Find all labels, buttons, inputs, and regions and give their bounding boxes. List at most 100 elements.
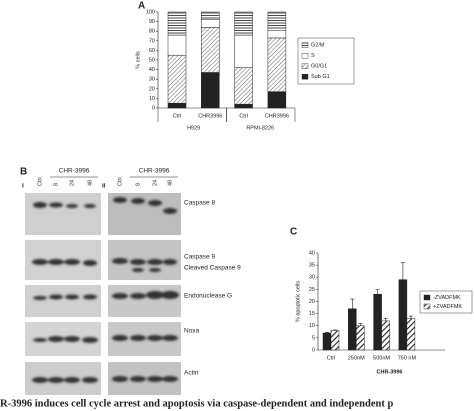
y-tick-label: 25 [309, 287, 315, 293]
subpanel-label: i [22, 183, 24, 190]
x-tick-label: 500nM [373, 355, 390, 361]
error-bar [358, 323, 363, 326]
y-tick-label: 60 [149, 48, 155, 54]
y-axis-label: % apoptotic cells [295, 281, 301, 323]
bar [356, 325, 365, 351]
bar-segment [234, 34, 253, 68]
y-tick-label: 70 [149, 38, 155, 44]
y-tick-label: 35 [309, 263, 315, 269]
x-tick-label: Ctrl [327, 355, 336, 361]
bar-segment [167, 34, 187, 56]
legend-label: -ZVADFMK [433, 295, 461, 301]
y-axis-label: % cells [135, 51, 141, 69]
x-tick-label: CHR3996 [265, 113, 289, 119]
legend-label: +ZVADFMK [433, 304, 462, 310]
error-bar [375, 289, 380, 295]
y-tick-label: 40 [309, 250, 315, 256]
y-tick-label: 30 [309, 275, 315, 281]
panel-label: B [20, 167, 27, 178]
y-tick-label: 20 [309, 299, 315, 305]
protein-label: Caspase 9 [184, 254, 215, 261]
bar-segment [234, 67, 253, 105]
bar-segment [167, 11, 187, 36]
x-axis-label: CHR-3996 [377, 369, 403, 375]
treatment-label: CHR-3996 [59, 168, 90, 175]
group-bracket [226, 108, 296, 122]
group-label: RPMI-8226 [246, 125, 274, 131]
y-tick-label: 10 [309, 323, 315, 329]
lane-label: 48 [87, 180, 93, 186]
bar-segment [201, 19, 220, 28]
lane-label: Ctrl [117, 177, 123, 186]
bar-segment [267, 91, 287, 109]
legend-label: S [311, 53, 315, 59]
bar-segment [167, 54, 187, 104]
y-tick-label: 30 [149, 77, 155, 83]
lane-label: Ctrl [37, 177, 43, 186]
error-bar [400, 262, 405, 280]
lane-label: 8 [53, 183, 59, 186]
bar-segment [267, 11, 287, 31]
y-tick-label: 90 [149, 19, 155, 25]
legend-label: Sub G1 [311, 74, 330, 80]
bar-segment [201, 27, 220, 73]
legend-label: G0/G1 [311, 64, 327, 70]
legend-box [419, 290, 473, 314]
bar-segment [267, 37, 287, 92]
bar [373, 293, 382, 351]
x-tick-label: 250nM [348, 355, 365, 361]
x-tick-label: 750 nM [398, 355, 417, 361]
legend-swatch [301, 53, 309, 59]
y-tick-label: 100 [146, 9, 155, 15]
group-label: H929 [187, 125, 200, 131]
lane-label: 24 [152, 180, 158, 186]
blots [25, 176, 181, 395]
y-tick-label: 0 [152, 105, 155, 111]
bar [406, 318, 416, 351]
legend-swatch [301, 42, 309, 48]
y-tick-label: 5 [312, 335, 315, 341]
protein-label: Actin [184, 370, 199, 377]
legend-swatch [301, 63, 309, 69]
bar [398, 279, 408, 351]
x-tick-label: Ctrl [239, 113, 248, 119]
error-bar [383, 318, 388, 321]
bar-segment [267, 29, 287, 39]
legend-label: G2/M [311, 43, 325, 49]
bar-segment [234, 103, 253, 109]
bar-segment [234, 11, 253, 36]
lane-label: 24 [69, 180, 75, 186]
error-bar [408, 315, 413, 319]
bar-segment [201, 11, 220, 20]
y-tick-label: 10 [149, 96, 155, 102]
bar [348, 308, 357, 351]
legend-swatch [423, 303, 431, 310]
lane-label: 8 [135, 183, 141, 186]
y-tick-label: 20 [149, 86, 155, 92]
subpanel-label: ii [102, 183, 106, 190]
error-bar [325, 331, 329, 334]
lane-label: 48 [167, 180, 173, 186]
protein-label: Cleaved Caspase 9 [184, 265, 241, 272]
protein-label: Noxa [184, 328, 200, 335]
y-tick-label: 15 [309, 311, 315, 317]
panel-label: C [290, 227, 297, 238]
protein-label: Caspase 8 [184, 200, 215, 207]
bar-segment [201, 72, 220, 109]
bar [381, 320, 390, 351]
bar [330, 330, 340, 351]
error-bar [350, 298, 355, 309]
y-tick-label: 50 [149, 57, 155, 63]
bar [322, 332, 332, 351]
error-bar [333, 329, 337, 331]
x-tick-label: Ctrl [173, 113, 182, 119]
y-tick-label: 0 [312, 347, 315, 353]
legend-swatch [423, 294, 431, 301]
x-tick-label: CHR3996 [198, 113, 222, 119]
y-tick-label: 40 [149, 67, 155, 73]
panel-label: A [138, 1, 145, 12]
treatment-label: CHR-3996 [139, 168, 170, 175]
protein-label: Endonuclease G [184, 293, 232, 300]
